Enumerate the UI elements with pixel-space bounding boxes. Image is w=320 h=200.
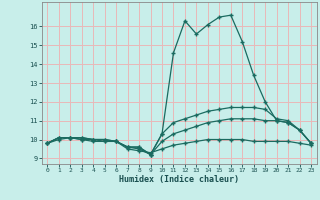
X-axis label: Humidex (Indice chaleur): Humidex (Indice chaleur) <box>119 175 239 184</box>
